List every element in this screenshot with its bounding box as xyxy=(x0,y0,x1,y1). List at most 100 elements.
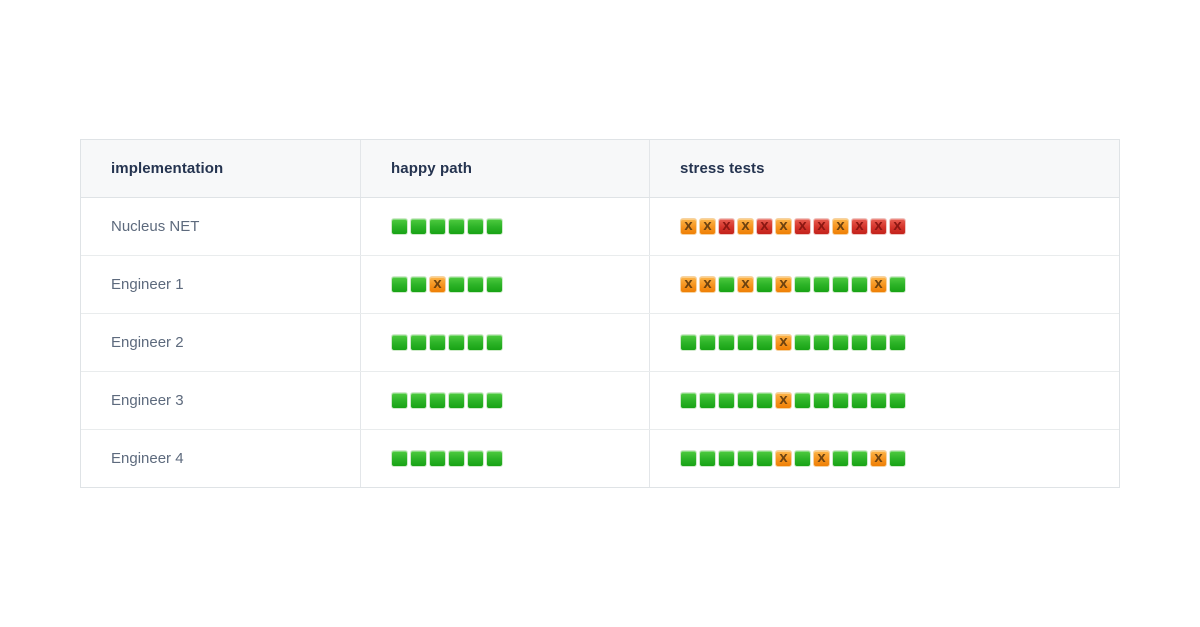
table-row: Engineer 4 X X X xyxy=(81,430,1119,487)
pass-icon xyxy=(699,334,716,351)
pass-icon xyxy=(737,450,754,467)
pass-icon xyxy=(410,450,427,467)
pass-icon xyxy=(486,218,503,235)
implementation-cell: Engineer 1 xyxy=(81,256,360,313)
pass-icon xyxy=(429,392,446,409)
pass-icon xyxy=(851,392,868,409)
results-table: implementation happy path stress tests N… xyxy=(80,139,1120,488)
pass-icon xyxy=(756,392,773,409)
pass-icon xyxy=(870,334,887,351)
pass-icon xyxy=(680,334,697,351)
pass-icon xyxy=(448,334,465,351)
implementation-label: Engineer 1 xyxy=(111,276,184,293)
fail-warn-icon: X xyxy=(737,218,754,235)
happy-path-cell: X xyxy=(360,256,649,313)
header-stress-tests: stress tests xyxy=(649,140,1119,197)
pass-icon xyxy=(832,450,849,467)
fail-error-icon: X xyxy=(813,218,830,235)
implementation-label: Engineer 3 xyxy=(111,392,184,409)
pass-icon xyxy=(486,334,503,351)
pass-icon xyxy=(718,276,735,293)
pass-icon xyxy=(756,450,773,467)
pass-icon xyxy=(794,392,811,409)
header-implementation: implementation xyxy=(81,140,360,197)
fail-warn-icon: X xyxy=(429,276,446,293)
pass-icon xyxy=(486,276,503,293)
header-stress-tests-label: stress tests xyxy=(680,160,765,177)
pass-icon xyxy=(737,334,754,351)
pass-icon xyxy=(486,392,503,409)
pass-icon xyxy=(680,450,697,467)
pass-icon xyxy=(410,218,427,235)
fail-warn-icon: X xyxy=(775,450,792,467)
implementation-cell: Engineer 4 xyxy=(81,430,360,487)
pass-icon xyxy=(813,276,830,293)
implementation-cell: Engineer 3 xyxy=(81,372,360,429)
pass-icon xyxy=(391,392,408,409)
fail-warn-icon: X xyxy=(699,276,716,293)
fail-warn-icon: X xyxy=(775,392,792,409)
pass-icon xyxy=(756,276,773,293)
pass-icon xyxy=(467,218,484,235)
pass-icon xyxy=(410,276,427,293)
pass-icon xyxy=(813,334,830,351)
pass-icon xyxy=(889,450,906,467)
fail-error-icon: X xyxy=(870,218,887,235)
fail-warn-icon: X xyxy=(775,218,792,235)
pass-icon xyxy=(391,450,408,467)
pass-icon xyxy=(718,392,735,409)
implementation-cell: Engineer 2 xyxy=(81,314,360,371)
pass-icon xyxy=(448,276,465,293)
pass-icon xyxy=(794,334,811,351)
pass-icon xyxy=(429,334,446,351)
header-happy-path: happy path xyxy=(360,140,649,197)
pass-icon xyxy=(794,450,811,467)
pass-icon xyxy=(410,334,427,351)
pass-icon xyxy=(813,392,830,409)
fail-warn-icon: X xyxy=(737,276,754,293)
pass-icon xyxy=(429,450,446,467)
implementation-label: Nucleus NET xyxy=(111,218,200,235)
fail-error-icon: X xyxy=(889,218,906,235)
fail-error-icon: X xyxy=(756,218,773,235)
pass-icon xyxy=(448,218,465,235)
implementation-label: Engineer 4 xyxy=(111,450,184,467)
fail-error-icon: X xyxy=(851,218,868,235)
pass-icon xyxy=(832,392,849,409)
pass-icon xyxy=(448,450,465,467)
stress-tests-cell: X xyxy=(649,372,1119,429)
header-happy-path-label: happy path xyxy=(391,160,473,177)
fail-warn-icon: X xyxy=(813,450,830,467)
fail-warn-icon: X xyxy=(775,334,792,351)
pass-icon xyxy=(889,276,906,293)
pass-icon xyxy=(870,392,887,409)
pass-icon xyxy=(889,334,906,351)
table-row: Engineer 3 X xyxy=(81,372,1119,430)
fail-warn-icon: X xyxy=(680,218,697,235)
pass-icon xyxy=(699,392,716,409)
pass-icon xyxy=(794,276,811,293)
pass-icon xyxy=(832,334,849,351)
fail-warn-icon: X xyxy=(832,218,849,235)
happy-path-cell xyxy=(360,198,649,255)
implementation-cell: Nucleus NET xyxy=(81,198,360,255)
pass-icon xyxy=(889,392,906,409)
pass-icon xyxy=(467,392,484,409)
pass-icon xyxy=(467,276,484,293)
fail-warn-icon: X xyxy=(699,218,716,235)
pass-icon xyxy=(851,450,868,467)
pass-icon xyxy=(851,276,868,293)
pass-icon xyxy=(391,276,408,293)
pass-icon xyxy=(718,450,735,467)
fail-error-icon: X xyxy=(718,218,735,235)
happy-path-cell xyxy=(360,430,649,487)
pass-icon xyxy=(486,450,503,467)
pass-icon xyxy=(718,334,735,351)
table-header-row: implementation happy path stress tests xyxy=(81,140,1119,198)
